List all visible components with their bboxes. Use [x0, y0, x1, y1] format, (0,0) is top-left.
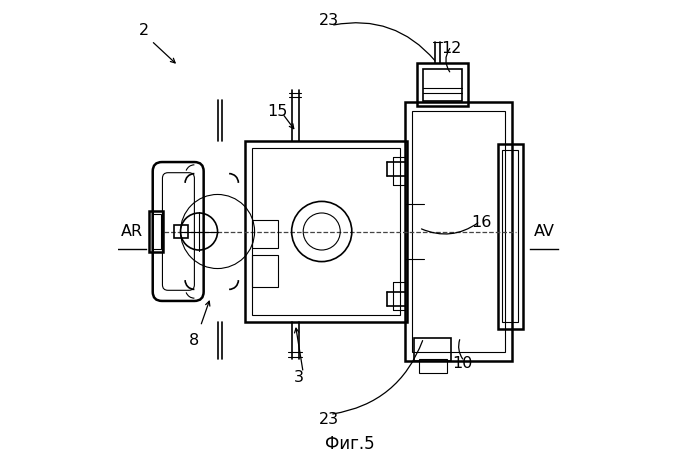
Text: AR: AR	[121, 224, 143, 239]
Text: 10: 10	[453, 356, 473, 371]
Bar	[252, 220, 278, 248]
Bar	[423, 69, 462, 101]
Text: 2: 2	[138, 23, 148, 38]
Text: 15: 15	[268, 104, 288, 119]
Bar	[419, 359, 447, 373]
Text: 16: 16	[471, 215, 491, 230]
Bar	[417, 63, 468, 106]
Text: 3: 3	[294, 370, 303, 385]
Bar	[405, 102, 512, 361]
Text: 23: 23	[319, 13, 339, 28]
Text: Фиг.5: Фиг.5	[325, 436, 374, 453]
Bar	[252, 255, 278, 287]
Bar	[412, 111, 505, 352]
Text: 12: 12	[441, 41, 461, 56]
Bar	[252, 148, 401, 315]
Bar	[152, 214, 161, 249]
Bar	[150, 211, 164, 252]
Bar	[415, 338, 452, 361]
Text: 23: 23	[319, 412, 339, 426]
Bar	[245, 141, 408, 322]
Text: 8: 8	[189, 333, 199, 348]
Bar	[503, 150, 519, 322]
Text: AV: AV	[533, 224, 554, 239]
Bar	[173, 225, 188, 238]
Bar	[498, 144, 523, 329]
